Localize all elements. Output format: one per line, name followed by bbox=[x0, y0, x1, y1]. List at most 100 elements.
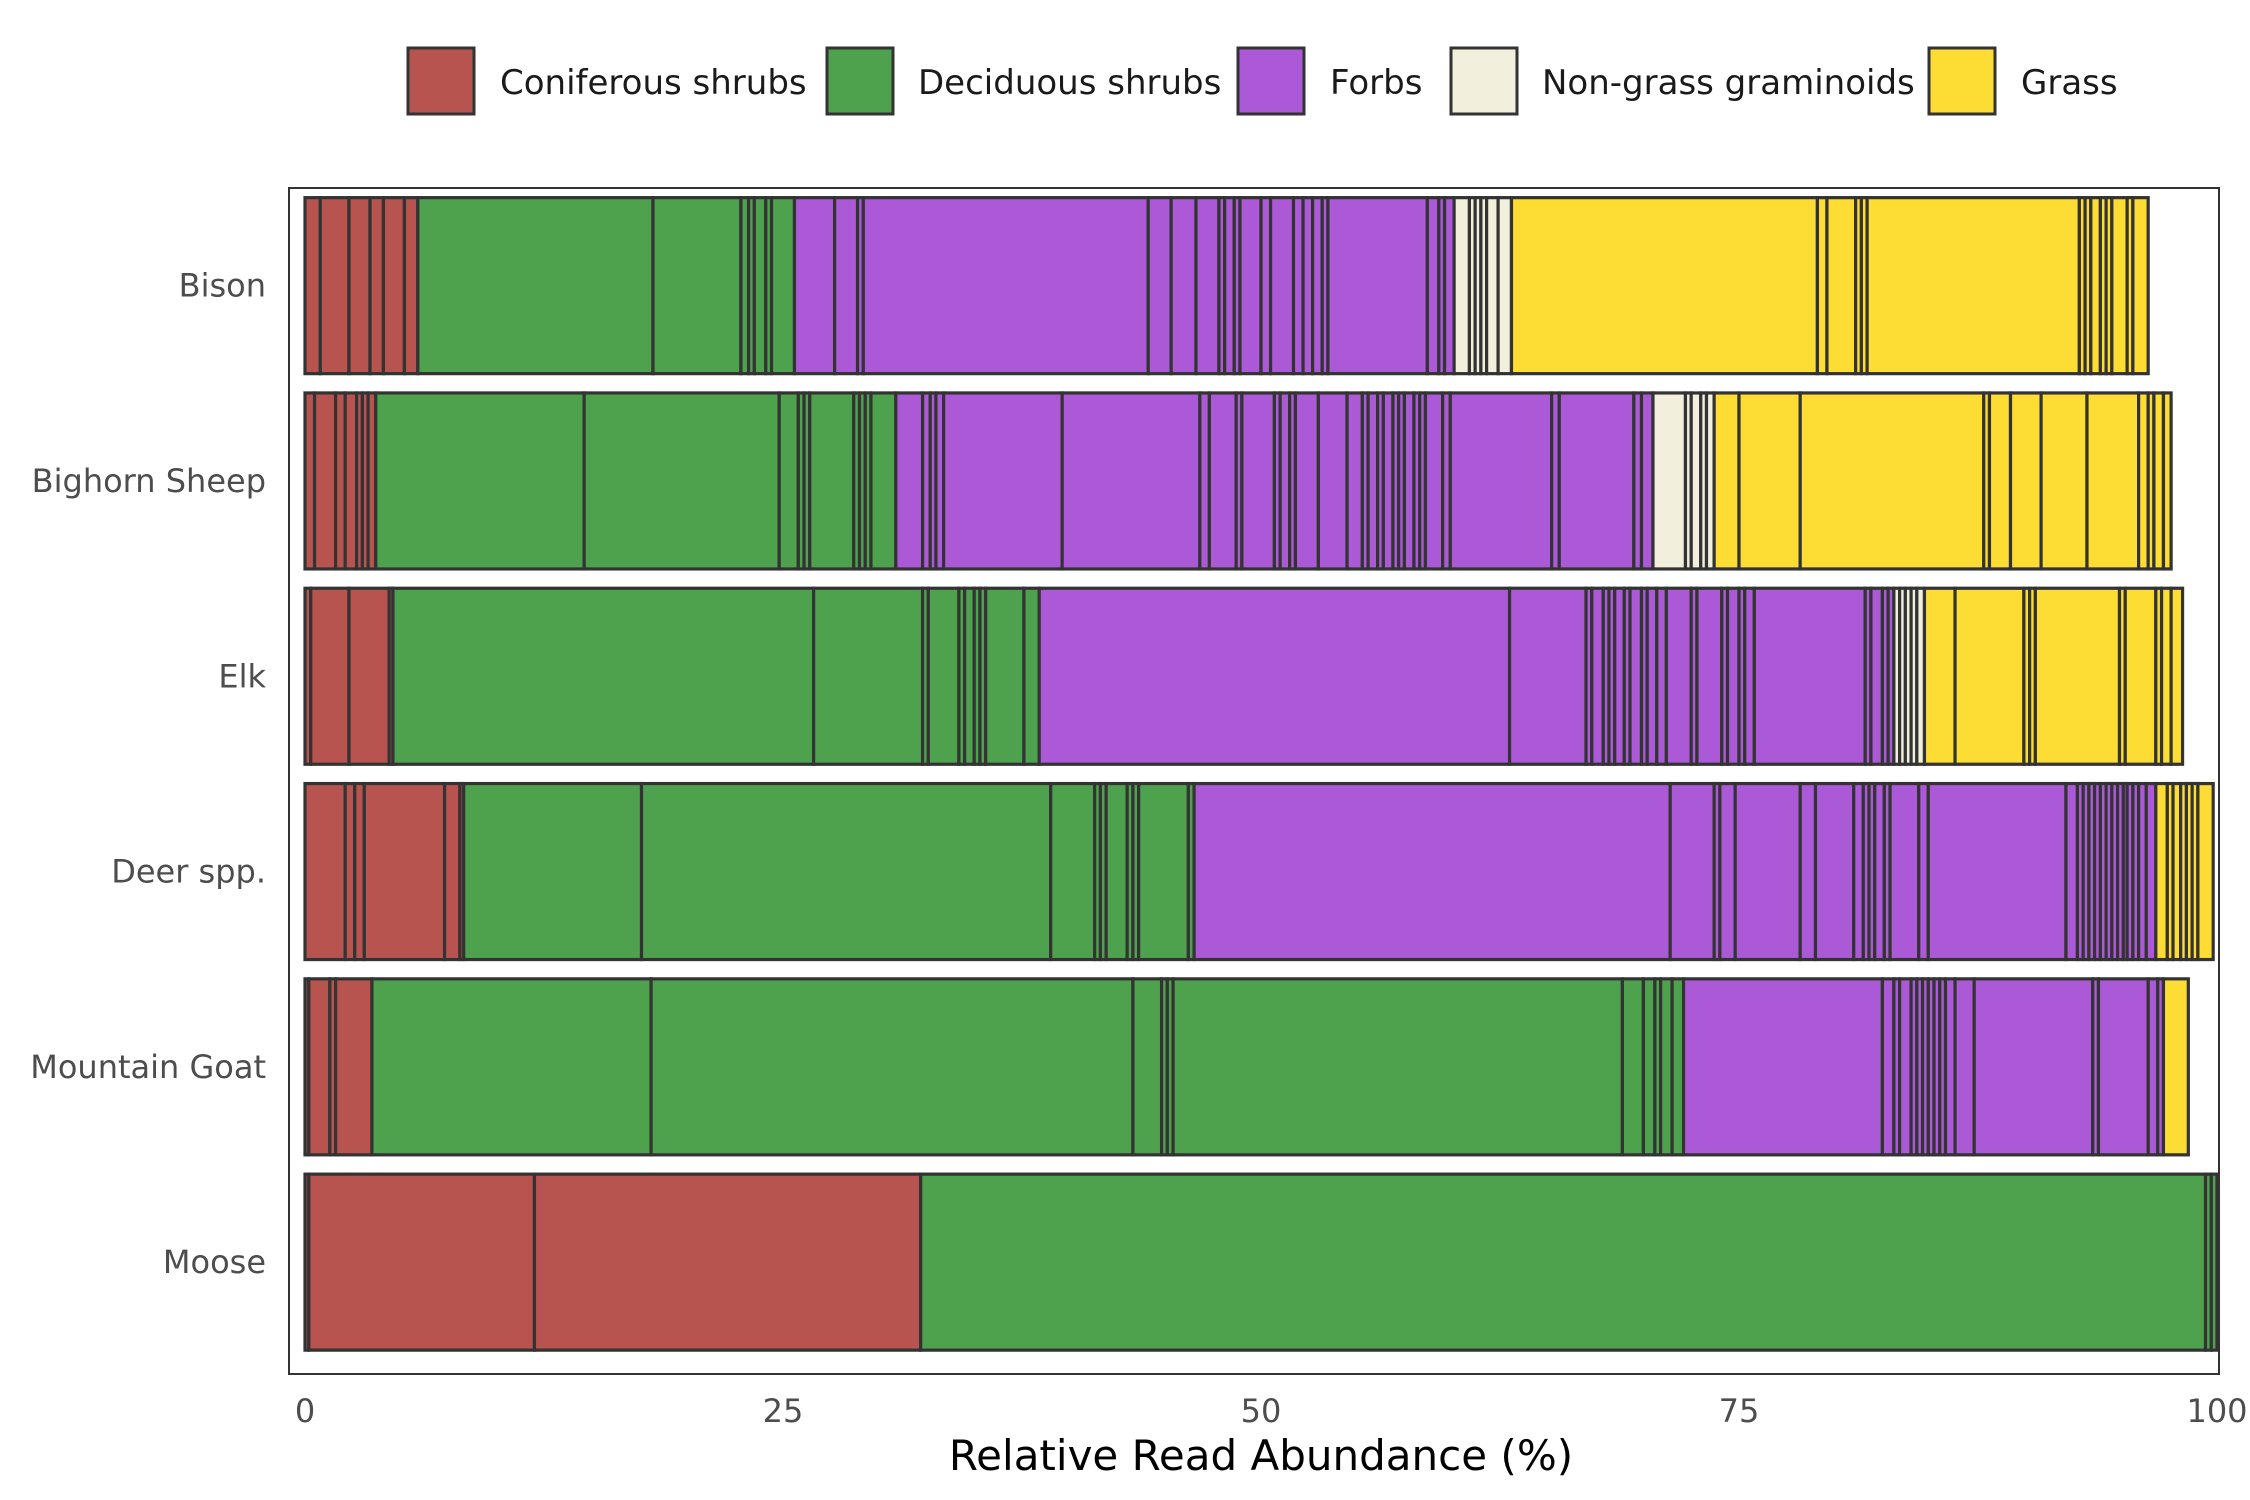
bar-segment-mountain-goat-deciduous-shrubs bbox=[1670, 977, 1686, 1157]
bar-segment-elk-forbs bbox=[1507, 586, 1588, 766]
bar-segment-mountain-goat-coniferous-shrubs bbox=[333, 977, 374, 1157]
bar-segment-elk-grass bbox=[2123, 586, 2158, 766]
bar-segment-bison-grass bbox=[2131, 196, 2150, 376]
bar-segment-bison-forbs bbox=[1194, 196, 1221, 376]
bar-segment-bison-forbs bbox=[792, 196, 837, 376]
legend-label: Deciduous shrubs bbox=[918, 63, 1221, 103]
bar-segment-bighorn-sheep-forbs bbox=[1060, 391, 1202, 571]
x-tick-label: 50 bbox=[1241, 1392, 1282, 1430]
x-axis: 0 25 50 75 100 bbox=[295, 1392, 2248, 1430]
bar-segment-elk-forbs bbox=[1869, 586, 1885, 766]
x-tick-label: 75 bbox=[1719, 1392, 1760, 1430]
bar-segment-bison-deciduous-shrubs bbox=[416, 196, 655, 376]
bar-segment-deer-spp-forbs bbox=[1668, 781, 1716, 962]
bar-segment-bison-forbs bbox=[1268, 196, 1296, 376]
bar-segment-bighorn-sheep-grass bbox=[2039, 391, 2089, 571]
bar-segment-moose-coniferous-shrubs bbox=[532, 1172, 923, 1352]
bar-segment-mountain-goat-forbs bbox=[1898, 977, 1913, 1157]
bar-segment-mountain-goat-deciduous-shrubs bbox=[1131, 977, 1164, 1157]
legend: Coniferous shrubs Deciduous shrubs Forbs No… bbox=[406, 46, 2118, 116]
bar-row-mountain-goat bbox=[303, 977, 2190, 1157]
bar-segment-bighorn-sheep-forbs bbox=[1448, 391, 1554, 571]
bar-segment-bighorn-sheep-grass bbox=[2085, 391, 2141, 571]
bar-segment-deer-spp-forbs bbox=[1733, 781, 1802, 962]
bar-segment-moose-deciduous-shrubs bbox=[919, 1172, 2208, 1352]
bar-segment-bighorn-sheep-deciduous-shrubs bbox=[869, 391, 898, 571]
bar-segment-elk-coniferous-shrubs bbox=[347, 586, 391, 766]
bar-segment-bighorn-sheep-forbs bbox=[1207, 391, 1238, 571]
bar-segment-bison-forbs bbox=[1146, 196, 1173, 376]
y-tick-label: Mountain Goat bbox=[30, 1048, 266, 1086]
bar-segment-mountain-goat-deciduous-shrubs bbox=[370, 977, 653, 1157]
bar-segment-bighorn-sheep-grass bbox=[2008, 391, 2043, 571]
bar-segment-bison-forbs bbox=[1425, 196, 1441, 376]
y-tick-label: Bison bbox=[179, 267, 266, 305]
bar-row-bison bbox=[303, 196, 2150, 376]
bar-segment-bighorn-sheep-grass bbox=[1712, 391, 1741, 571]
bar-segment-elk-deciduous-shrubs bbox=[984, 586, 1026, 766]
bar-segment-moose-coniferous-shrubs bbox=[307, 1172, 537, 1352]
bar-segment-bighorn-sheep-forbs bbox=[1639, 391, 1655, 571]
legend-item-non-grass-graminoids: Non-grass graminoids bbox=[1449, 46, 1915, 116]
bar-segment-mountain-goat-deciduous-shrubs bbox=[1659, 977, 1674, 1157]
bar-segment-deer-spp-forbs bbox=[1926, 781, 2068, 962]
bar-segment-bison-deciduous-shrubs bbox=[769, 196, 797, 376]
bar-row-deer-spp bbox=[303, 781, 2215, 962]
bar-segment-deer-spp-forbs bbox=[1192, 781, 1672, 962]
bar-segment-bison-coniferous-shrubs bbox=[303, 196, 322, 376]
bar-segment-bison-coniferous-shrubs bbox=[347, 196, 372, 376]
bar-segment-bison-grass bbox=[1509, 196, 1819, 376]
bar-segment-bighorn-sheep-coniferous-shrubs bbox=[312, 391, 338, 571]
bar-segment-deer-spp-grass bbox=[2154, 781, 2169, 962]
bar-segment-elk-grass bbox=[2169, 586, 2185, 766]
bar-segment-bison-grass bbox=[1865, 196, 2081, 376]
bar-segment-deer-spp-coniferous-shrubs bbox=[442, 781, 462, 962]
bar-segment-mountain-goat-deciduous-shrubs bbox=[1641, 977, 1657, 1157]
bar-segment-bighorn-sheep-forbs bbox=[1557, 391, 1636, 571]
bar-segment-bison-forbs bbox=[833, 196, 860, 376]
bar-segment-elk-grass bbox=[2033, 586, 2122, 766]
bar-segment-bighorn-sheep-deciduous-shrubs bbox=[374, 391, 586, 571]
bar-segment-deer-spp-forbs bbox=[1718, 781, 1737, 962]
legend-item-coniferous-shrubs: Coniferous shrubs bbox=[406, 46, 807, 116]
bar-segment-bighorn-sheep-grass bbox=[1737, 391, 1802, 571]
bar-segment-bison-forbs bbox=[1238, 196, 1263, 376]
legend-item-deciduous-shrubs: Deciduous shrubs bbox=[825, 46, 1221, 116]
bar-row-bighorn-sheep bbox=[303, 391, 2173, 571]
bar-segment-deer-spp-deciduous-shrubs bbox=[462, 781, 644, 962]
bar-segment-mountain-goat-deciduous-shrubs bbox=[649, 977, 1135, 1157]
legend-swatch-non-grass-graminoids bbox=[1449, 46, 1519, 116]
bar-segment-elk-grass bbox=[1953, 586, 2026, 766]
bar-segment-deer-spp-forbs bbox=[1798, 781, 1818, 962]
bar-segment-bighorn-sheep-deciduous-shrubs bbox=[808, 391, 856, 571]
bar-segment-bighorn-sheep-coniferous-shrubs bbox=[343, 391, 359, 571]
legend-swatch-coniferous-shrubs bbox=[406, 46, 476, 116]
bar-segment-deer-spp-deciduous-shrubs bbox=[1104, 781, 1129, 962]
bar-segment-elk-forbs bbox=[1752, 586, 1867, 766]
bar-segment-elk-deciduous-shrubs bbox=[926, 586, 961, 766]
bar-segment-deer-spp-deciduous-shrubs bbox=[1137, 781, 1190, 962]
bar-segment-mountain-goat-coniferous-shrubs bbox=[307, 977, 332, 1157]
bar-segment-elk-forbs bbox=[1037, 586, 1512, 766]
x-tick-label: 25 bbox=[763, 1392, 804, 1430]
bars bbox=[303, 196, 2219, 1352]
bar-segment-elk-deciduous-shrubs bbox=[811, 586, 925, 766]
bar-segment-bison-coniferous-shrubs bbox=[368, 196, 385, 376]
legend-label: Grass bbox=[2021, 63, 2118, 103]
bar-segment-bison-forbs bbox=[861, 196, 1150, 376]
bar-segment-elk-deciduous-shrubs bbox=[391, 586, 816, 766]
bar-segment-elk-grass bbox=[1922, 586, 1957, 766]
legend-label: Non-grass graminoids bbox=[1542, 63, 1915, 103]
bar-segment-elk-forbs bbox=[1664, 586, 1693, 766]
bar-segment-bighorn-sheep-forbs bbox=[1293, 391, 1320, 571]
bar-segment-bison-deciduous-shrubs bbox=[752, 196, 768, 376]
bar-segment-moose-deciduous-shrubs bbox=[2209, 1172, 2219, 1352]
bar-segment-bison-coniferous-shrubs bbox=[318, 196, 351, 376]
bar-segment-bighorn-sheep-forbs bbox=[894, 391, 925, 571]
bar-segment-elk-forbs bbox=[1590, 586, 1605, 766]
x-tick-label: 100 bbox=[2186, 1392, 2247, 1430]
bar-segment-bighorn-sheep-grass bbox=[2161, 391, 2173, 571]
bar-segment-elk-forbs bbox=[1725, 586, 1741, 766]
bar-segment-bighorn-sheep-forbs bbox=[1423, 391, 1445, 571]
